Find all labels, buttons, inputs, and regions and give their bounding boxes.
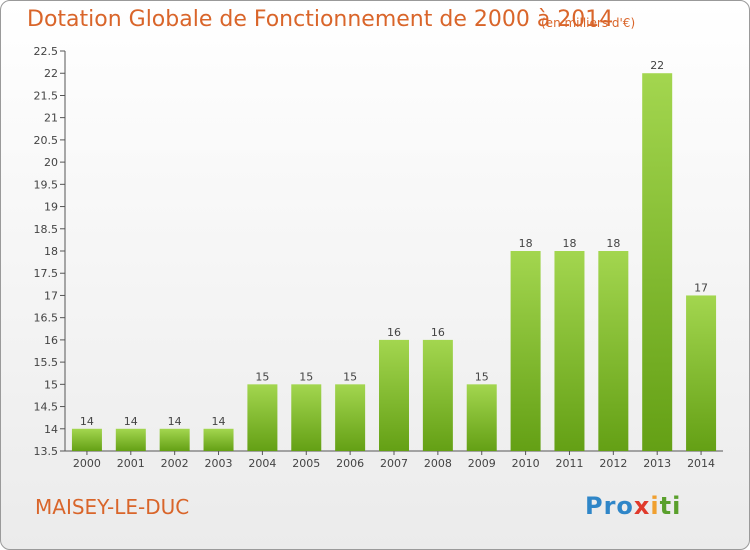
x-tick-label: 2014 — [687, 457, 715, 470]
x-tick-label: 2009 — [468, 457, 496, 470]
x-tick-label: 2011 — [555, 457, 583, 470]
x-tick-label: 2005 — [292, 457, 320, 470]
bar-value-label: 15 — [255, 370, 269, 383]
bar — [203, 428, 234, 451]
y-tick-label: 21.5 — [34, 89, 59, 102]
y-tick-label: 13.5 — [34, 445, 59, 458]
x-tick-label: 2000 — [73, 457, 101, 470]
y-tick-label: 21 — [44, 112, 58, 125]
y-tick-label: 18 — [44, 245, 58, 258]
bar — [115, 428, 146, 451]
bar-value-label: 15 — [475, 370, 489, 383]
y-tick-label: 18.5 — [34, 223, 59, 236]
bar-value-label: 16 — [431, 326, 445, 339]
bar — [554, 251, 585, 451]
y-tick-label: 19 — [44, 201, 58, 214]
bar-value-label: 14 — [80, 415, 94, 428]
bar-value-label: 15 — [343, 370, 357, 383]
y-tick-label: 14.5 — [34, 401, 59, 414]
bar — [247, 384, 278, 451]
bar — [71, 428, 102, 451]
chart-title: Dotation Globale de Fonctionnement de 20… — [27, 7, 614, 32]
x-tick-label: 2002 — [161, 457, 189, 470]
y-tick-label: 17.5 — [34, 267, 59, 280]
bar — [159, 428, 190, 451]
bar-value-label: 18 — [562, 237, 576, 250]
commune-name: MAISEY-LE-DUC — [35, 495, 190, 519]
bar — [335, 384, 366, 451]
y-tick-label: 22 — [44, 67, 58, 80]
y-tick-label: 22.5 — [34, 45, 59, 58]
y-tick-label: 19.5 — [34, 178, 59, 191]
bar — [598, 251, 629, 451]
bar-value-label: 16 — [387, 326, 401, 339]
bar — [686, 295, 717, 451]
bar — [379, 339, 409, 451]
y-tick-label: 14 — [44, 423, 58, 436]
y-tick-label: 16.5 — [34, 312, 59, 325]
bar — [422, 339, 453, 451]
chart-subtitle: (en milliers d'€) — [541, 16, 636, 30]
bar — [466, 384, 497, 451]
x-tick-label: 2006 — [336, 457, 364, 470]
x-tick-label: 2004 — [248, 457, 276, 470]
bar-value-label: 14 — [212, 415, 226, 428]
bar — [642, 73, 673, 451]
bar-value-label: 18 — [606, 237, 620, 250]
y-tick-label: 17 — [44, 289, 58, 302]
y-tick-label: 15 — [44, 378, 58, 391]
x-tick-label: 2012 — [599, 457, 627, 470]
x-tick-label: 2013 — [643, 457, 671, 470]
x-tick-label: 2001 — [117, 457, 145, 470]
x-tick-label: 2008 — [424, 457, 452, 470]
x-tick-label: 2007 — [380, 457, 408, 470]
bar — [291, 384, 322, 451]
y-tick-label: 20.5 — [34, 134, 59, 147]
bar-value-label: 17 — [694, 281, 708, 294]
y-tick-label: 15.5 — [34, 356, 59, 369]
y-tick-label: 20 — [44, 156, 58, 169]
bar-value-label: 15 — [299, 370, 313, 383]
bar-value-label: 22 — [650, 59, 664, 72]
proxiti-logo[interactable]: Proxiti — [585, 492, 682, 520]
bar-value-label: 14 — [124, 415, 138, 428]
bar-value-label: 18 — [519, 237, 533, 250]
bar — [510, 251, 541, 451]
bar-value-label: 14 — [168, 415, 182, 428]
x-tick-label: 2010 — [512, 457, 540, 470]
x-tick-label: 2003 — [205, 457, 233, 470]
y-tick-label: 16 — [44, 334, 58, 347]
